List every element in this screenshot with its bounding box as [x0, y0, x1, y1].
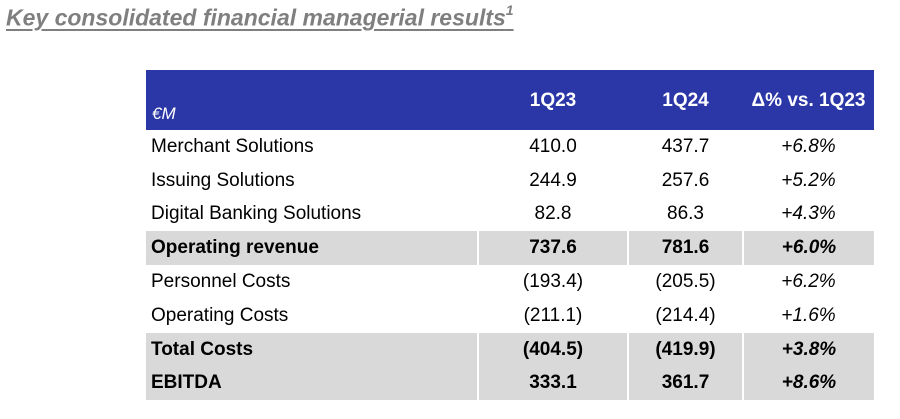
value-1q24: 437.7: [661, 135, 710, 157]
table-row-total: EBITDA 333.1 361.7 +8.6%: [146, 366, 874, 401]
table-row: Merchant Solutions 410.0 437.7 +6.8%: [146, 130, 874, 164]
value-1q24: (419.9): [627, 332, 743, 367]
column-header-delta: Δ% vs. 1Q23: [751, 90, 866, 111]
value-1q24: (214.4): [655, 304, 716, 326]
value-1q23: 333.1: [477, 366, 628, 401]
value-1q24: 361.7: [627, 366, 743, 401]
value-1q23: (404.5): [477, 332, 628, 367]
value-1q24: 86.3: [667, 203, 704, 225]
value-1q24: 257.6: [661, 169, 710, 191]
row-label: Operating revenue: [151, 237, 319, 259]
table-row: Operating Costs (211.1) (214.4) +1.6%: [146, 299, 874, 333]
row-label: Issuing Solutions: [151, 169, 295, 191]
table-row: Personnel Costs (193.4) (205.5) +6.2%: [146, 265, 874, 299]
row-label: Personnel Costs: [151, 271, 291, 293]
row-label: Operating Costs: [151, 304, 289, 326]
title-text: Key consolidated financial managerial re…: [6, 4, 506, 31]
row-label: Total Costs: [151, 338, 254, 360]
title-footnote: 1: [505, 2, 514, 18]
column-header-1q23: 1Q23: [529, 90, 577, 111]
value-delta: +8.6%: [742, 366, 874, 401]
value-delta: +6.0%: [742, 231, 874, 266]
value-1q23: 244.9: [529, 169, 577, 191]
row-label: Digital Banking Solutions: [151, 203, 362, 225]
value-1q24: 781.6: [627, 231, 743, 266]
table-row: Issuing Solutions 244.9 257.6 +5.2%: [146, 164, 874, 198]
row-label: EBITDA: [151, 372, 222, 394]
value-1q23: (211.1): [523, 304, 583, 326]
financial-results-table: €M 1Q23 1Q24 Δ% vs. 1Q23 Merchant Soluti…: [146, 70, 874, 401]
value-delta: +6.8%: [781, 135, 836, 157]
table-header-row: €M 1Q23 1Q24 Δ% vs. 1Q23: [146, 70, 874, 130]
value-1q23: (193.4): [522, 271, 584, 293]
table-row-total: Total Costs (404.5) (419.9) +3.8%: [146, 332, 874, 367]
table-row-total: Operating revenue 737.6 781.6 +6.0%: [146, 231, 874, 266]
value-1q23: 82.8: [534, 203, 572, 225]
value-delta: +5.2%: [781, 169, 836, 191]
column-header-1q24: 1Q24: [662, 90, 709, 111]
value-1q23: 410.0: [529, 135, 577, 157]
value-delta: +1.6%: [781, 304, 836, 326]
table-row: Digital Banking Solutions 82.8 86.3 +4.3…: [146, 198, 874, 232]
row-label: Merchant Solutions: [151, 135, 314, 157]
page-title: Key consolidated financial managerial re…: [6, 2, 514, 32]
value-1q24: (205.5): [655, 271, 716, 293]
value-delta: +6.2%: [781, 271, 836, 293]
value-delta: +3.8%: [742, 332, 874, 367]
value-delta: +4.3%: [781, 203, 836, 225]
value-1q23: 737.6: [477, 231, 628, 266]
unit-header: €M: [152, 104, 176, 123]
